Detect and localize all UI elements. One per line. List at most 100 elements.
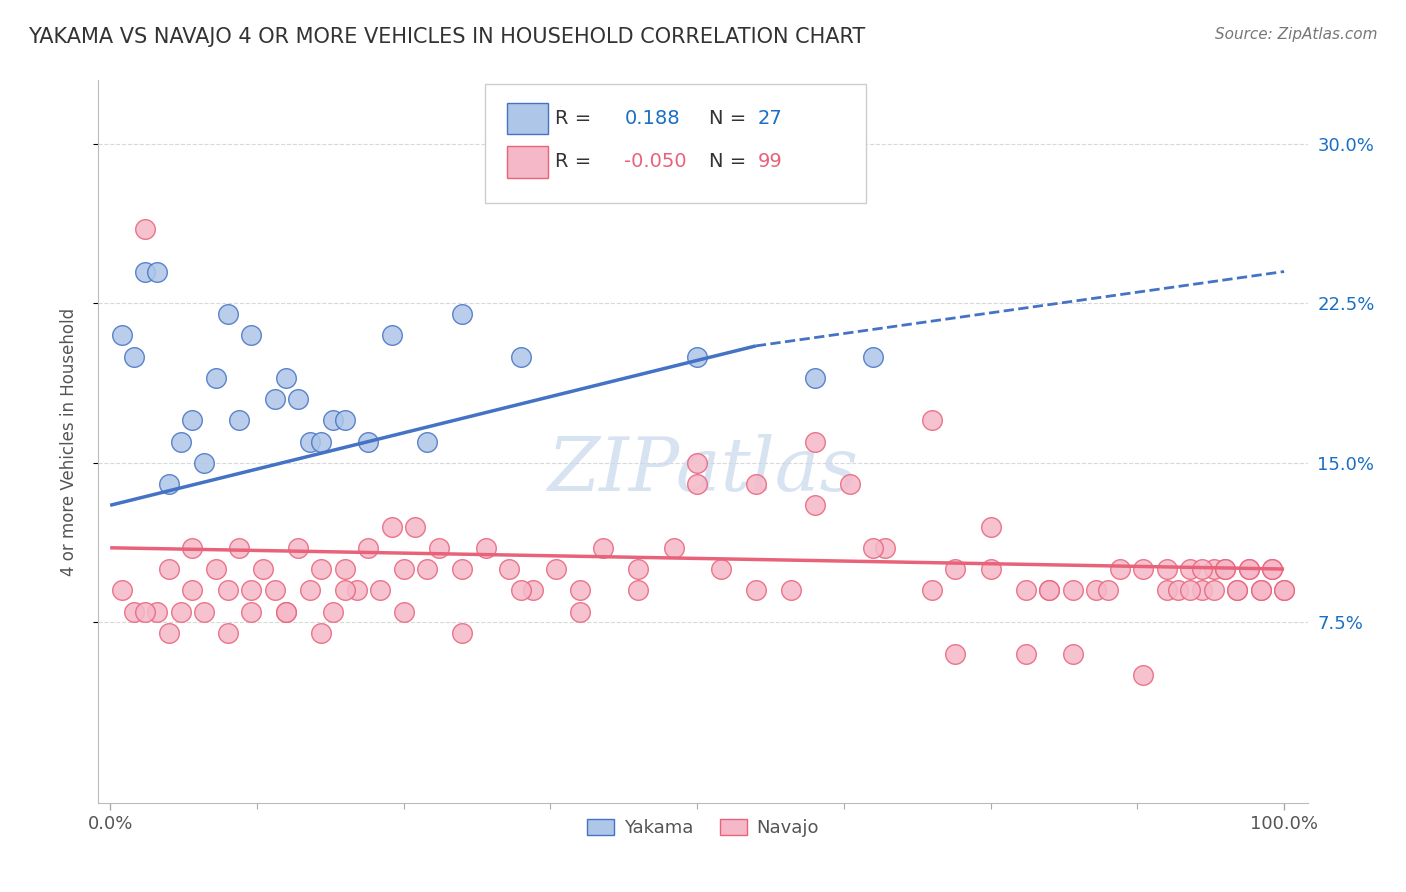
Text: N =: N =	[709, 153, 752, 171]
Text: ZIPatlas: ZIPatlas	[547, 434, 859, 507]
Point	[862, 541, 884, 555]
Point	[146, 264, 169, 278]
Point	[475, 541, 498, 555]
Point	[311, 562, 333, 576]
Point	[416, 562, 439, 576]
Point	[111, 328, 134, 343]
Point	[311, 434, 333, 449]
Point	[1085, 583, 1108, 598]
Point	[1215, 562, 1237, 576]
Point	[1097, 583, 1119, 598]
Point	[333, 413, 356, 427]
Point	[169, 434, 191, 449]
Point	[368, 583, 391, 598]
Point	[157, 625, 180, 640]
Point	[276, 605, 298, 619]
Point	[1167, 583, 1189, 598]
Point	[240, 328, 263, 343]
Text: R =: R =	[555, 153, 598, 171]
Point	[510, 583, 533, 598]
Point	[1062, 583, 1084, 598]
Point	[416, 434, 439, 449]
Point	[686, 350, 709, 364]
Point	[333, 562, 356, 576]
Point	[157, 477, 180, 491]
Point	[745, 477, 768, 491]
Point	[498, 562, 520, 576]
Point	[134, 605, 156, 619]
Point	[357, 541, 380, 555]
Point	[346, 583, 368, 598]
Point	[592, 541, 614, 555]
Point	[392, 605, 415, 619]
Point	[662, 541, 685, 555]
Point	[252, 562, 274, 576]
Point	[803, 434, 825, 449]
Point	[276, 605, 298, 619]
Point	[240, 583, 263, 598]
Point	[1015, 647, 1038, 661]
Point	[451, 562, 474, 576]
Point	[980, 519, 1002, 533]
Point	[921, 413, 943, 427]
Text: 27: 27	[758, 109, 782, 128]
FancyBboxPatch shape	[508, 103, 548, 135]
Point	[1272, 583, 1295, 598]
Point	[945, 562, 967, 576]
Point	[980, 562, 1002, 576]
Point	[686, 456, 709, 470]
Point	[1180, 583, 1202, 598]
Point	[228, 413, 250, 427]
Point	[627, 562, 650, 576]
Point	[1108, 562, 1130, 576]
Point	[1062, 647, 1084, 661]
Point	[710, 562, 733, 576]
Point	[276, 371, 298, 385]
Point	[1156, 583, 1178, 598]
Point	[298, 434, 321, 449]
Point	[217, 583, 239, 598]
FancyBboxPatch shape	[485, 84, 866, 203]
Point	[1272, 583, 1295, 598]
Y-axis label: 4 or more Vehicles in Household: 4 or more Vehicles in Household	[59, 308, 77, 575]
FancyBboxPatch shape	[508, 146, 548, 178]
Point	[451, 625, 474, 640]
Point	[627, 583, 650, 598]
Point	[780, 583, 803, 598]
Point	[921, 583, 943, 598]
Point	[122, 350, 145, 364]
Point	[228, 541, 250, 555]
Point	[1202, 583, 1225, 598]
Point	[1226, 583, 1249, 598]
Point	[1226, 583, 1249, 598]
Point	[1132, 668, 1154, 682]
Point	[1132, 562, 1154, 576]
Point	[1261, 562, 1284, 576]
Point	[263, 583, 285, 598]
Point	[945, 647, 967, 661]
Point	[357, 434, 380, 449]
Point	[522, 583, 544, 598]
Point	[392, 562, 415, 576]
Point	[1038, 583, 1060, 598]
Point	[381, 519, 404, 533]
Point	[298, 583, 321, 598]
Point	[1038, 583, 1060, 598]
Point	[169, 605, 191, 619]
Text: 0.188: 0.188	[624, 109, 681, 128]
Point	[568, 583, 591, 598]
Point	[287, 541, 309, 555]
Point	[1202, 562, 1225, 576]
Point	[1191, 583, 1213, 598]
Text: YAKAMA VS NAVAJO 4 OR MORE VEHICLES IN HOUSEHOLD CORRELATION CHART: YAKAMA VS NAVAJO 4 OR MORE VEHICLES IN H…	[28, 27, 865, 46]
Point	[803, 371, 825, 385]
Point	[322, 605, 344, 619]
Point	[134, 264, 156, 278]
Point	[1191, 562, 1213, 576]
Point	[122, 605, 145, 619]
Point	[1015, 583, 1038, 598]
Point	[311, 625, 333, 640]
Point	[873, 541, 896, 555]
Point	[181, 583, 204, 598]
Point	[1250, 583, 1272, 598]
